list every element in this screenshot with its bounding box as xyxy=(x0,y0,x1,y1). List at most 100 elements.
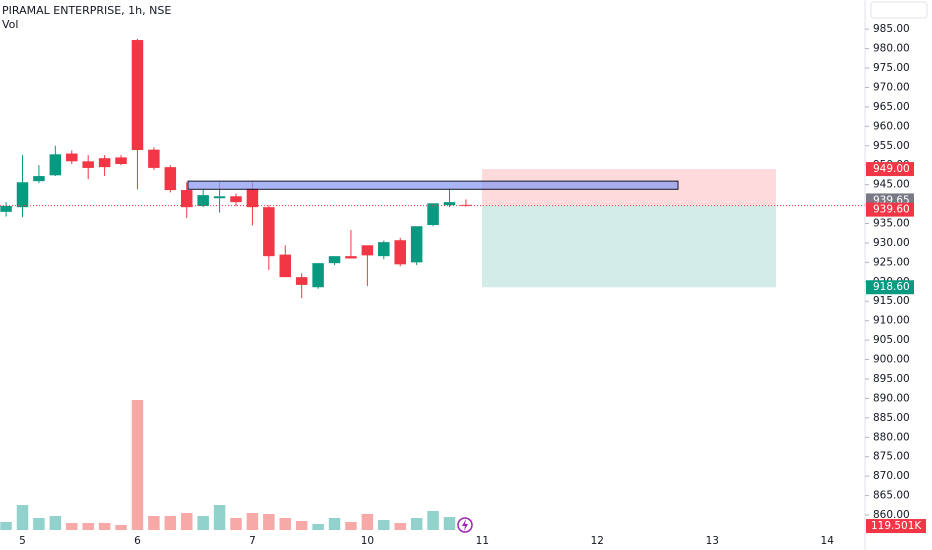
candle-body xyxy=(279,254,292,278)
candle-body xyxy=(213,196,226,199)
y-tick-label: 870.00 xyxy=(873,470,910,482)
volume-bar xyxy=(98,523,111,530)
volume-bar xyxy=(33,518,45,530)
volume-bar xyxy=(378,520,390,530)
volume-bar xyxy=(410,518,423,530)
volume-label-bg xyxy=(866,519,926,534)
volume-bar xyxy=(345,522,357,530)
volume-bar xyxy=(361,514,374,530)
x-tick-label: 10 xyxy=(361,535,374,547)
y-tick-label: 915.00 xyxy=(873,295,910,307)
volume-bar xyxy=(295,521,308,530)
candle-body xyxy=(378,242,390,257)
price-label: 949.00 xyxy=(873,163,910,175)
volume-bar xyxy=(148,516,160,530)
x-tick-label: 7 xyxy=(249,535,256,547)
volume-bar xyxy=(115,525,127,530)
candle-body xyxy=(246,188,259,208)
y-tick-label: 980.00 xyxy=(873,43,910,55)
volume-bar xyxy=(16,505,29,530)
candle-body xyxy=(443,202,456,206)
volume-bar xyxy=(328,518,341,530)
candle-body xyxy=(33,176,45,182)
candle-body xyxy=(312,263,324,288)
candle-body xyxy=(164,167,177,191)
x-tick-label: 13 xyxy=(706,535,719,547)
candle-body xyxy=(148,149,160,168)
volume-bar xyxy=(0,522,12,530)
candle-body xyxy=(0,206,12,212)
y-tick-label: 860.00 xyxy=(873,509,910,521)
price-label: 939.60 xyxy=(873,204,910,216)
candle-body xyxy=(16,182,29,208)
target-zone xyxy=(482,205,776,288)
y-tick-label: 905.00 xyxy=(873,334,910,346)
x-tick-label: 6 xyxy=(134,535,141,547)
volume-bar xyxy=(263,514,275,530)
volume-bar xyxy=(443,517,456,530)
drawn-rectangle xyxy=(187,180,679,190)
x-tick-label: 12 xyxy=(591,535,604,547)
volume-bar xyxy=(131,400,144,530)
y-tick-label: 910.00 xyxy=(873,315,910,327)
candle-body xyxy=(410,226,423,263)
y-tick-label: 955.00 xyxy=(873,140,910,152)
candle-body xyxy=(345,256,357,259)
y-tick-label: 960.00 xyxy=(873,120,910,132)
event-icon-bolt xyxy=(462,519,468,531)
candle-body xyxy=(263,207,275,257)
y-tick-label: 885.00 xyxy=(873,412,910,424)
y-tick-label: 985.00 xyxy=(873,23,910,35)
candle-body xyxy=(66,153,78,162)
volume-bar xyxy=(230,518,242,530)
volume-bar xyxy=(197,516,209,530)
y-tick-label: 925.00 xyxy=(873,256,910,268)
plot xyxy=(0,38,865,530)
candle-body xyxy=(361,245,374,256)
y-tick-label: 895.00 xyxy=(873,373,910,385)
candle-body xyxy=(197,195,209,207)
y-tick-label: 970.00 xyxy=(873,81,910,93)
volume-bar xyxy=(279,518,292,530)
candle-body xyxy=(49,154,62,176)
candle-body xyxy=(295,277,308,285)
volume-bar xyxy=(312,524,324,530)
volume-bar xyxy=(66,523,78,530)
y-tick-label: 975.00 xyxy=(873,62,910,74)
volume-bar xyxy=(164,516,177,530)
y-tick-label: 900.00 xyxy=(873,354,910,366)
candle-body xyxy=(82,161,94,168)
candle-body xyxy=(394,240,406,265)
volume-bar xyxy=(427,511,439,530)
y-tick-label: 875.00 xyxy=(873,451,910,463)
volume-bar xyxy=(394,523,406,530)
x-tick-label: 11 xyxy=(476,535,489,547)
volume-bar xyxy=(180,513,193,530)
volume-bar xyxy=(213,505,226,530)
candle-body xyxy=(131,40,144,151)
x-tick-label: 5 xyxy=(19,535,26,547)
price-label: 918.60 xyxy=(873,281,910,293)
candle-body xyxy=(115,157,127,165)
x-tick-label: 14 xyxy=(821,535,835,547)
y-tick-label: 935.00 xyxy=(873,217,910,229)
candle-body xyxy=(180,190,193,208)
candle-body xyxy=(230,196,242,203)
y-tick-label: 890.00 xyxy=(873,392,910,404)
axis-button[interactable] xyxy=(870,1,928,19)
candle-body xyxy=(328,256,341,264)
price-label-bg xyxy=(866,162,914,177)
candle-body xyxy=(427,203,439,226)
candle-body xyxy=(98,158,111,168)
price-label-bg xyxy=(866,202,914,217)
chart-title: PIRAMAL ENTERPRISE, 1h, NSE xyxy=(2,4,171,17)
volume-label: 119.501K xyxy=(871,520,922,532)
y-tick-label: 880.00 xyxy=(873,431,910,443)
volume-bar xyxy=(49,516,62,530)
y-tick-label: 930.00 xyxy=(873,237,910,249)
price-label-bg xyxy=(866,280,914,295)
volume-bar xyxy=(82,523,94,530)
y-tick-label: 945.00 xyxy=(873,179,910,191)
